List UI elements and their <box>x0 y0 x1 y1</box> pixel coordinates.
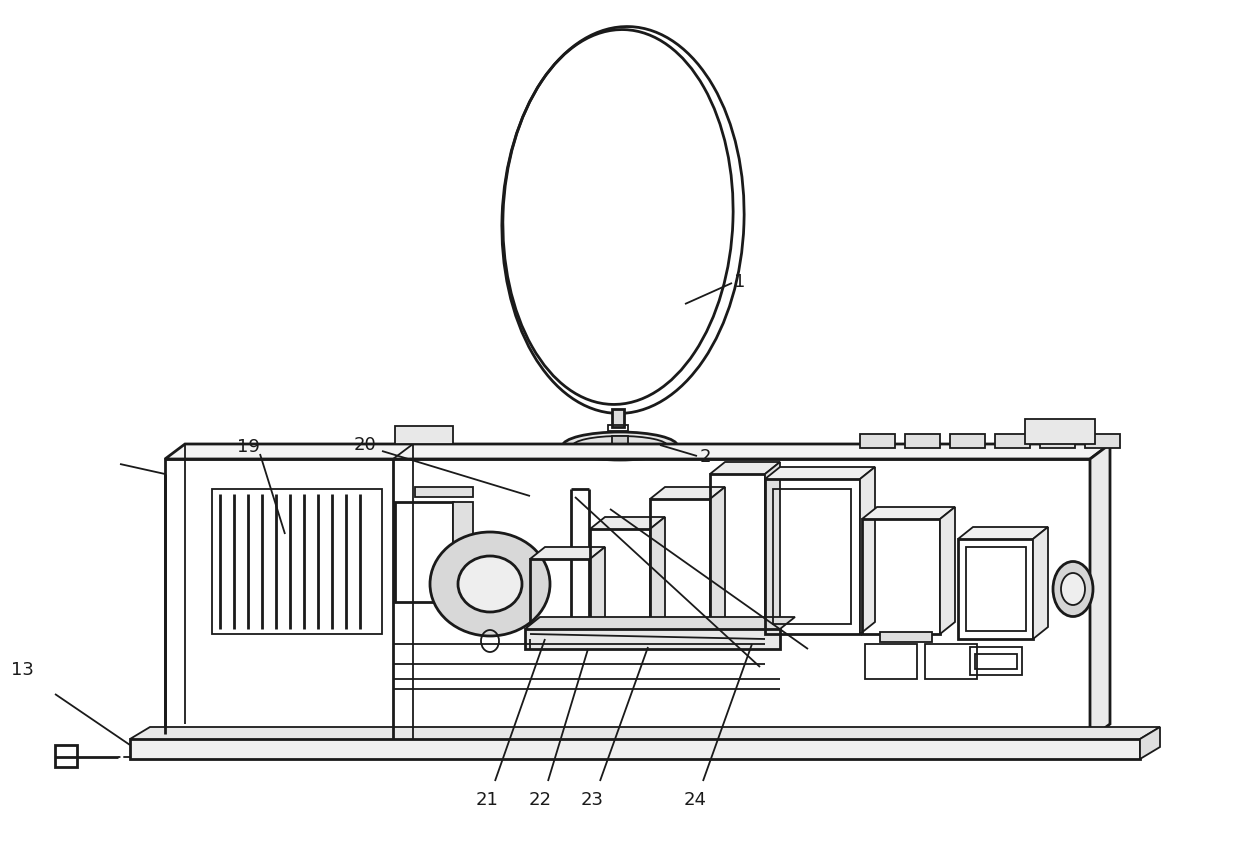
Bar <box>1085 435 1120 448</box>
Bar <box>880 632 932 642</box>
Polygon shape <box>650 517 665 630</box>
Polygon shape <box>590 548 605 630</box>
Polygon shape <box>711 488 725 630</box>
Bar <box>396 502 453 603</box>
Bar <box>613 436 627 445</box>
Bar <box>994 435 1030 448</box>
Bar <box>453 502 472 603</box>
Bar <box>1025 419 1095 445</box>
Bar <box>765 479 861 634</box>
Ellipse shape <box>563 432 677 461</box>
Polygon shape <box>525 617 795 630</box>
Text: 1: 1 <box>734 273 745 290</box>
Text: 2: 2 <box>699 447 711 465</box>
Bar <box>590 529 650 630</box>
Bar <box>970 647 1022 675</box>
Polygon shape <box>711 463 780 474</box>
Bar <box>959 539 1033 639</box>
Bar <box>55 745 77 767</box>
Bar <box>613 409 624 428</box>
Polygon shape <box>1140 728 1159 759</box>
Text: 24: 24 <box>683 790 707 808</box>
Ellipse shape <box>458 556 522 612</box>
Polygon shape <box>861 468 875 634</box>
Polygon shape <box>959 528 1048 539</box>
Bar <box>773 490 851 625</box>
Ellipse shape <box>1061 573 1085 605</box>
Polygon shape <box>1033 528 1048 639</box>
Bar <box>396 426 453 445</box>
Bar <box>711 474 765 630</box>
Polygon shape <box>765 468 875 479</box>
Bar <box>650 500 711 630</box>
Polygon shape <box>862 507 955 519</box>
Text: 20: 20 <box>353 436 377 453</box>
Text: 13: 13 <box>11 660 33 679</box>
Polygon shape <box>529 548 605 560</box>
Bar <box>925 644 977 679</box>
Bar <box>975 654 1017 669</box>
Bar <box>866 644 918 679</box>
Ellipse shape <box>430 533 551 636</box>
Text: 23: 23 <box>580 790 604 808</box>
Bar <box>861 435 895 448</box>
Polygon shape <box>940 507 955 634</box>
Polygon shape <box>130 728 1159 739</box>
Bar <box>966 548 1025 631</box>
Polygon shape <box>1090 445 1110 739</box>
Bar <box>862 519 940 634</box>
Polygon shape <box>165 445 1110 459</box>
Text: 22: 22 <box>528 790 552 808</box>
Text: 19: 19 <box>237 437 259 456</box>
Bar <box>950 435 985 448</box>
Polygon shape <box>590 517 665 529</box>
Bar <box>529 560 590 630</box>
Polygon shape <box>650 488 725 500</box>
Ellipse shape <box>1053 562 1092 617</box>
Bar <box>1040 435 1075 448</box>
Polygon shape <box>130 739 1140 759</box>
Polygon shape <box>765 463 780 630</box>
Text: 21: 21 <box>476 790 498 808</box>
Bar <box>905 435 940 448</box>
Bar <box>415 488 472 497</box>
Bar <box>212 490 382 634</box>
Bar <box>525 630 780 649</box>
Bar <box>608 425 627 431</box>
